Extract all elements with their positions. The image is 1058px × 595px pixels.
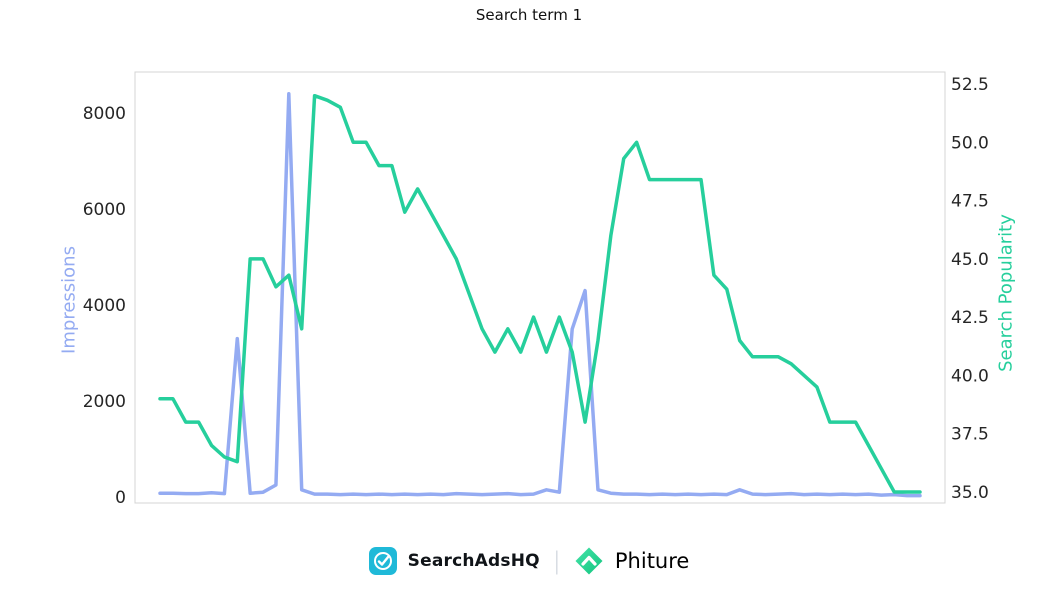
searchadshq-logo-icon (368, 547, 397, 575)
svg-text:47.5: 47.5 (951, 192, 989, 212)
svg-text:45.0: 45.0 (951, 250, 989, 270)
svg-text:52.5: 52.5 (951, 75, 989, 95)
footer-separator: | (552, 547, 561, 575)
svg-text:35.0: 35.0 (951, 483, 989, 503)
search-popularity-line (158, 93, 922, 494)
svg-text:2000: 2000 (83, 392, 126, 412)
svg-text:6000: 6000 (83, 200, 126, 220)
svg-text:0: 0 (115, 488, 126, 508)
svg-text:40.0: 40.0 (951, 366, 989, 386)
phiture-wordmark: Phiture (614, 549, 690, 573)
right-axis-title: Search Popularity (995, 214, 1017, 372)
svg-text:37.5: 37.5 (951, 425, 989, 445)
impressions-line (158, 92, 922, 498)
chart-title: Search term 1 (475, 6, 583, 24)
phiture-logo-icon (575, 547, 603, 575)
svg-text:50.0: 50.0 (951, 133, 989, 153)
left-axis-title: Impressions (58, 246, 80, 354)
plot-border (134, 71, 946, 504)
left-axis-tick-labels: 0 2000 4000 6000 8000 (83, 104, 126, 508)
searchadshq-wordmark: SearchAdsHQ (407, 551, 540, 571)
svg-text:4000: 4000 (83, 296, 126, 316)
footer-branding: SearchAdsHQ | Phiture (0, 538, 1058, 584)
chart-canvas: 0 2000 4000 6000 8000 35.0 37.5 40.0 42.5 45.0 47… (83, 71, 989, 508)
right-axis-tick-labels: 35.0 37.5 40.0 42.5 45.0 47.5 50.0 52.5 (951, 75, 989, 503)
svg-text:8000: 8000 (83, 104, 126, 124)
svg-text:42.5: 42.5 (951, 308, 989, 328)
